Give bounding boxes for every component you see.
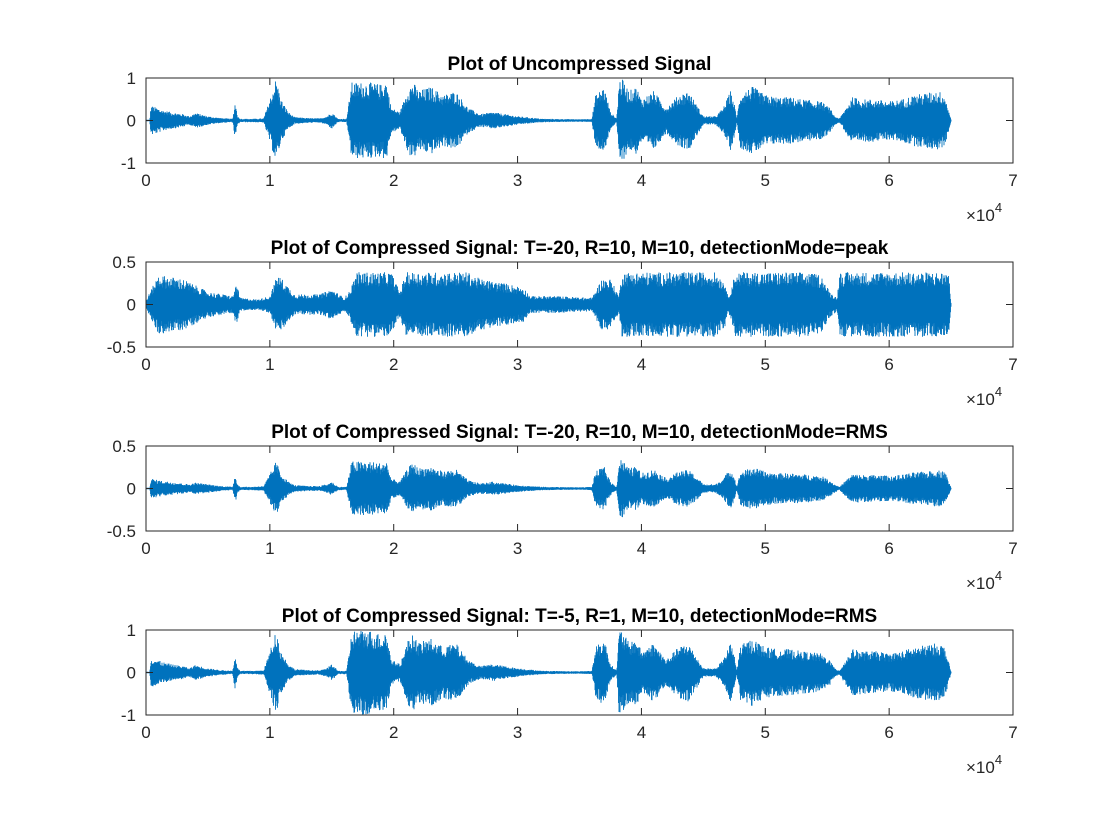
subplot-title: Plot of Compressed Signal: T=-20, R=10, … [271, 238, 889, 259]
x-tick-label: 5 [761, 171, 770, 190]
y-tick-label: 1 [127, 621, 136, 640]
x-exponent-label: ×104 [966, 384, 1002, 409]
subplot-title: Plot of Compressed Signal: T=-5, R=1, M=… [282, 606, 877, 627]
subplot-4: 0 1 2 3 4 5 6 7 -1 0 1 ×104 Plot of Compressed Signa… [121, 606, 1018, 777]
x-tick-label: 3 [513, 171, 522, 190]
x-tick-label: 0 [141, 539, 150, 558]
x-exponent-label: ×104 [966, 752, 1002, 777]
x-tick-label: 0 [141, 723, 150, 742]
x-tick-label: 4 [637, 539, 646, 558]
subplot-title: Plot of Uncompressed Signal [448, 54, 712, 75]
waveform-series [146, 79, 952, 159]
y-tick-label: -0.5 [107, 338, 136, 357]
x-tick-label: 3 [513, 355, 522, 374]
x-tick-label: 3 [513, 539, 522, 558]
y-tick-label: -1 [121, 154, 136, 173]
x-tick-label: 1 [265, 355, 274, 374]
waveform-series [146, 460, 952, 518]
x-tick-label: 5 [761, 723, 770, 742]
y-tick-label: 0 [127, 296, 136, 315]
subplot-3: 0 1 2 3 4 5 6 7 -0.5 0 0.5 ×104 Plot of Compressed S… [107, 422, 1018, 593]
y-tick-label: 0.5 [112, 437, 136, 456]
x-tick-label: 1 [265, 723, 274, 742]
x-tick-label: 6 [884, 723, 893, 742]
x-tick-label: 7 [1008, 539, 1017, 558]
y-tick-label: 1 [127, 69, 136, 88]
x-tick-label: 0 [141, 171, 150, 190]
x-tick-label: 1 [265, 171, 274, 190]
x-tick-label: 3 [513, 723, 522, 742]
x-tick-label: 2 [389, 171, 398, 190]
x-tick-label: 6 [884, 171, 893, 190]
x-tick-label: 1 [265, 539, 274, 558]
x-tick-label: 2 [389, 723, 398, 742]
x-exponent-label: ×104 [966, 568, 1002, 593]
y-tick-label: -1 [121, 706, 136, 725]
x-tick-label: 4 [637, 723, 646, 742]
x-tick-label: 2 [389, 539, 398, 558]
subplot-title: Plot of Compressed Signal: T=-20, R=10, … [271, 422, 888, 443]
x-exponent-label: ×104 [966, 200, 1002, 225]
waveform-series [146, 631, 952, 715]
x-tick-label: 6 [884, 539, 893, 558]
x-tick-label: 2 [389, 355, 398, 374]
x-tick-label: 6 [884, 355, 893, 374]
x-tick-label: 0 [141, 355, 150, 374]
x-tick-label: 5 [761, 355, 770, 374]
waveform-series [146, 272, 952, 337]
y-tick-label: 0 [127, 112, 136, 131]
x-tick-label: 4 [637, 355, 646, 374]
y-tick-label: -0.5 [107, 522, 136, 541]
y-tick-label: 0 [127, 664, 136, 683]
x-tick-label: 7 [1008, 355, 1017, 374]
y-tick-label: 0 [127, 480, 136, 499]
x-tick-label: 7 [1008, 723, 1017, 742]
x-tick-label: 7 [1008, 171, 1017, 190]
subplot-1: 0 1 2 3 4 5 6 7 -1 0 1 ×104 Plot of Uncompressed Sig… [121, 54, 1018, 225]
subplot-2: 0 1 2 3 4 5 6 7 -0.5 0 0.5 ×104 Plot of Compressed S… [107, 238, 1018, 409]
y-tick-label: 0.5 [112, 253, 136, 272]
x-tick-label: 4 [637, 171, 646, 190]
x-tick-label: 5 [761, 539, 770, 558]
